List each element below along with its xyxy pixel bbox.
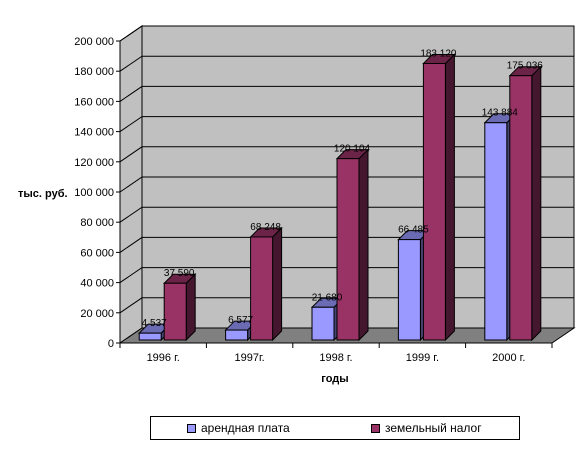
y-tick-label: 140 000 [74, 127, 114, 139]
legend-label-series-2: земельный налог [385, 421, 482, 435]
bar-front [311, 306, 335, 341]
data-label: 37 590 [164, 268, 195, 279]
y-tick-label: 0 [108, 338, 114, 350]
data-label: 6 577 [228, 315, 253, 326]
legend-swatch-series-1 [187, 423, 196, 433]
y-tick-label: 40 000 [80, 278, 114, 290]
x-tick-label: 1996 г. [147, 352, 180, 364]
bar-front [163, 282, 187, 341]
y-tick-label: 180 000 [74, 66, 114, 78]
y-tick-label: 60 000 [80, 247, 114, 259]
x-tick-label: 1999 г. [406, 352, 439, 364]
bar-side [531, 65, 542, 342]
x-axis-title: годы [321, 373, 348, 385]
gridline [119, 25, 574, 42]
data-label: 175 036 [507, 61, 544, 72]
data-label: 21 680 [312, 292, 343, 303]
bar-front [225, 329, 249, 341]
y-axis-ticks: 0 20 000 40 000 60 000 80 000 100 000 120 000 1… [74, 36, 121, 350]
legend-item-series-2: земельный налог [371, 421, 482, 435]
data-labels: 4 537 6 577 21 680 66 485 143 884 37 590 68 24… [142, 48, 544, 329]
data-label: 183 120 [420, 48, 457, 59]
legend-label-series-1: арендная плата [201, 421, 290, 435]
legend: арендная плата земельный налог [150, 416, 520, 440]
bar-side [272, 226, 283, 342]
y-tick-label: 80 000 [80, 217, 114, 229]
bar-front [336, 158, 360, 341]
data-label: 4 537 [142, 318, 167, 329]
bar-2-4 [422, 53, 456, 342]
bar-front [484, 122, 508, 341]
bar-2-1 [162, 273, 197, 342]
x-tick-label: 2000 г. [492, 352, 525, 364]
bar-2-2 [249, 226, 283, 342]
bar-front [509, 75, 533, 341]
y-tick-label: 160 000 [74, 96, 114, 108]
bar-2-5 [508, 65, 543, 342]
x-tick-label: 1997г. [234, 352, 264, 364]
data-label: 120 104 [334, 144, 371, 155]
bar-2-3 [335, 148, 370, 342]
y-tick-label: 200 000 [74, 36, 114, 48]
bar-side [358, 148, 369, 342]
bar-front [397, 239, 421, 341]
data-label: 68 248 [250, 222, 281, 233]
y-tick-label: 120 000 [74, 157, 114, 169]
bar-front [138, 332, 162, 341]
data-label: 143 884 [482, 108, 519, 119]
bar-front [422, 62, 446, 341]
bar-front [250, 236, 274, 341]
y-tick-label: 20 000 [80, 308, 114, 320]
y-tick-label: 100 000 [74, 187, 114, 199]
y-axis-title: тыс. руб. [18, 188, 68, 200]
x-tick-label: 1998 г. [319, 352, 352, 364]
bar-side [444, 53, 455, 342]
bar-side [185, 273, 196, 342]
legend-item-series-1: арендная плата [187, 421, 290, 435]
legend-swatch-series-2 [371, 423, 380, 433]
bars [137, 53, 543, 342]
data-label: 66 485 [398, 225, 429, 236]
x-axis-ticks: 1996 г. 1997г. 1998 г. 1999 г. 2000 г. [119, 343, 553, 364]
